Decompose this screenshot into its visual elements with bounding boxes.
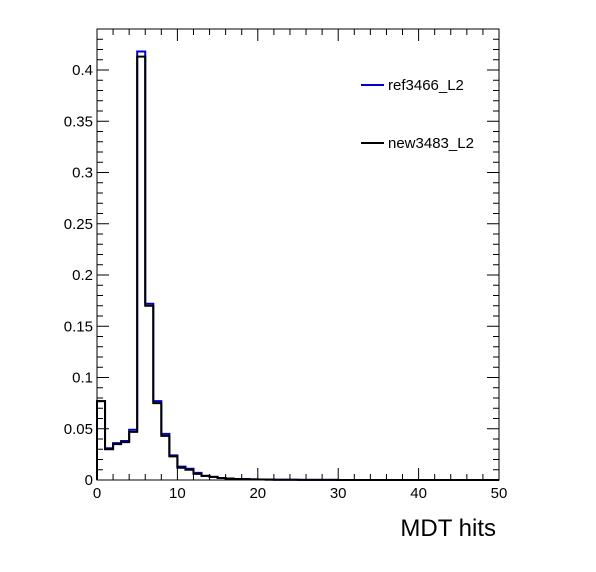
x-tick-label: 20 [249, 485, 266, 502]
series-ref3466_L2 [96, 50, 499, 481]
y-tick-label: 0.3 [72, 165, 93, 182]
series-new3483_L2 [96, 55, 499, 481]
legend-label: ref3466_L2 [388, 77, 464, 94]
y-tick-label: 0.15 [64, 318, 93, 335]
y-tick-label: 0.25 [64, 216, 93, 233]
axis-ticks [96, 28, 500, 481]
y-tick-label: 0.4 [72, 62, 93, 79]
legend: ref3466_L2 new3483_L2 [361, 77, 474, 152]
x-tick-label: 40 [410, 485, 427, 502]
y-tick-label: 0.1 [72, 370, 93, 387]
x-tick-label: 30 [330, 485, 347, 502]
y-tick-label: 0.05 [64, 421, 93, 438]
x-tick-label: 0 [93, 485, 101, 502]
x-axis-title: MDT hits [400, 515, 496, 542]
y-tick-label: 0 [85, 472, 93, 489]
y-tick-label: 0.35 [64, 113, 93, 130]
x-tick-label: 50 [491, 485, 508, 502]
plot-frame [96, 28, 500, 481]
series-lines [96, 50, 499, 481]
tick-labels: 0 10 20 30 40 50 0 0.05 0.1 0.15 0.2 0.25 0.3 0.35 0.4 [64, 62, 508, 502]
y-tick-label: 0.2 [72, 267, 93, 284]
legend-label: new3483_L2 [388, 135, 474, 152]
x-tick-label: 10 [169, 485, 186, 502]
